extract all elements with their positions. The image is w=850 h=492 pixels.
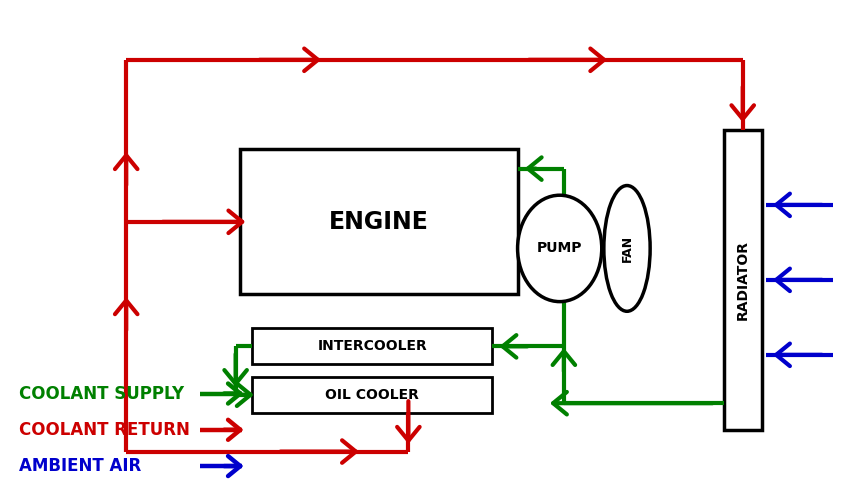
Text: OIL COOLER: OIL COOLER (326, 388, 419, 402)
Ellipse shape (604, 185, 650, 311)
Text: ENGINE: ENGINE (329, 210, 428, 234)
Bar (240, 149, 518, 294)
Bar (252, 376, 492, 413)
Text: PUMP: PUMP (537, 242, 582, 255)
Text: COOLANT SUPPLY: COOLANT SUPPLY (20, 385, 184, 402)
Text: COOLANT RETURN: COOLANT RETURN (20, 421, 190, 439)
Text: INTERCOOLER: INTERCOOLER (318, 339, 428, 353)
Bar (724, 130, 762, 430)
Bar (252, 328, 492, 365)
Text: FAN: FAN (620, 235, 633, 262)
Text: AMBIENT AIR: AMBIENT AIR (20, 457, 142, 475)
Text: RADIATOR: RADIATOR (736, 240, 750, 320)
Ellipse shape (518, 195, 602, 302)
